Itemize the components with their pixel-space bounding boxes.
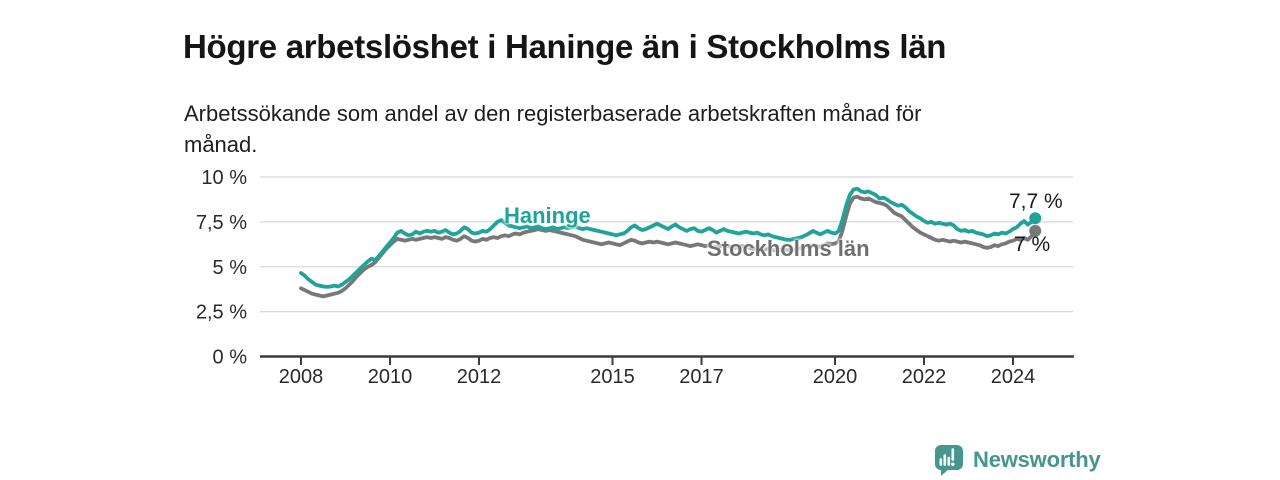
x-tick-label: 2008 bbox=[279, 366, 324, 388]
x-tick-label: 2010 bbox=[368, 366, 413, 388]
page-title: Högre arbetslöshet i Haninge än i Stockh… bbox=[183, 28, 947, 66]
y-tick-label: 5 % bbox=[213, 257, 248, 279]
series-line-haninge bbox=[299, 186, 1038, 289]
y-tick-label: 0 % bbox=[213, 347, 248, 369]
end-value-label-stockholms-lan: 7 % bbox=[1014, 233, 1051, 256]
series-end-dot-stockholms-lan bbox=[1029, 224, 1042, 237]
x-tick-label: 2017 bbox=[679, 366, 724, 388]
y-tick-label: 2,5 % bbox=[196, 302, 247, 324]
x-tick-label: 2012 bbox=[457, 366, 502, 388]
x-tick-label: 2020 bbox=[813, 366, 858, 388]
x-tick-label: 2015 bbox=[590, 366, 635, 388]
brand-name: Newsworthy bbox=[973, 447, 1101, 472]
subtitle-line-2: månad. bbox=[184, 132, 258, 157]
series-end-dot-haninge bbox=[1029, 212, 1042, 225]
series-label-haninge: Haninge bbox=[504, 203, 591, 228]
newsworthy-logo: Newsworthy bbox=[934, 444, 1101, 476]
page-subtitle: Arbetssökande som andel av den registerb… bbox=[184, 98, 921, 160]
series-label-stockholms-lan: Stockholms län bbox=[707, 236, 870, 261]
end-value-label-haninge: 7,7 % bbox=[1009, 190, 1063, 213]
y-tick-label: 10 % bbox=[201, 167, 247, 189]
newsworthy-logo-icon bbox=[935, 445, 963, 476]
x-tick-label: 2024 bbox=[991, 366, 1036, 388]
series-line-stockholms-lan bbox=[299, 194, 1038, 299]
subtitle-line-1: Arbetssökande som andel av den registerb… bbox=[184, 101, 922, 126]
x-tick-label: 2022 bbox=[902, 366, 947, 388]
y-tick-label: 7,5 % bbox=[196, 212, 247, 234]
